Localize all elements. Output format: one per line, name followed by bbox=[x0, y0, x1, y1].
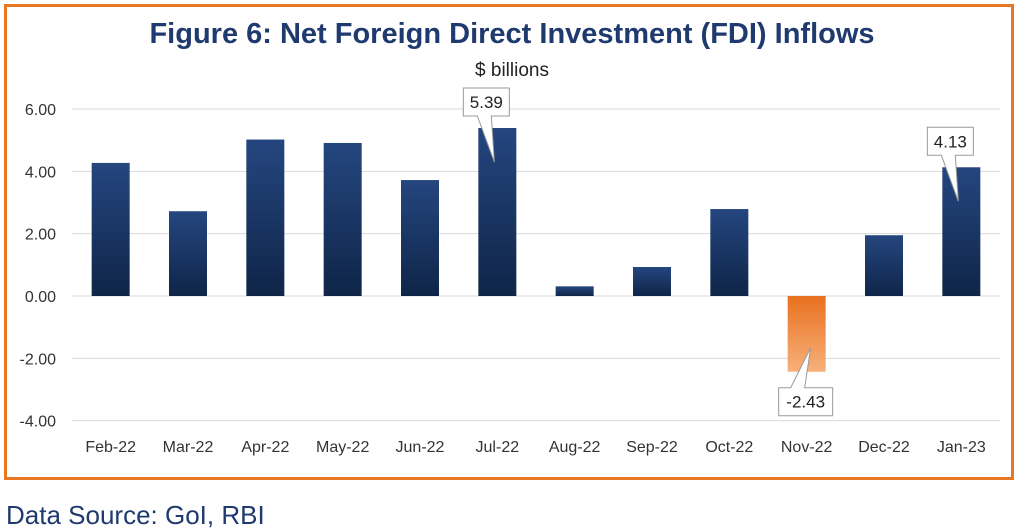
x-tick-label: Jun-22 bbox=[396, 439, 445, 456]
bar-oct-22 bbox=[710, 209, 749, 296]
data-label-text: -2.43 bbox=[786, 393, 825, 412]
bar-aug-22 bbox=[555, 286, 594, 296]
y-tick-label: 4.00 bbox=[25, 164, 56, 181]
bar-mar-22 bbox=[169, 211, 207, 296]
data-labels: 5.39 -2.43 4.13 bbox=[462, 87, 974, 417]
y-tick-label: 2.00 bbox=[25, 227, 56, 244]
bar-jun-22 bbox=[401, 180, 439, 296]
data-label-text: 5.39 bbox=[470, 93, 503, 112]
gridlines bbox=[72, 108, 1000, 422]
bars bbox=[91, 128, 981, 372]
x-tick-label: Nov-22 bbox=[781, 439, 833, 456]
bar-sep-22 bbox=[633, 267, 671, 296]
bar-may-22 bbox=[323, 142, 362, 296]
bar-jan-23 bbox=[942, 167, 981, 296]
x-tick-label: Dec-22 bbox=[858, 439, 910, 456]
y-tick-label: 6.00 bbox=[25, 102, 56, 119]
x-tick-label: Sep-22 bbox=[626, 439, 678, 456]
y-tick-label: -4.00 bbox=[20, 414, 57, 431]
x-tick-label: Jan-23 bbox=[937, 439, 986, 456]
data-source-note: Data Source: GoI, RBI bbox=[6, 500, 265, 530]
chart-subtitle: $ billions bbox=[475, 60, 549, 81]
bar-apr-22 bbox=[246, 139, 285, 296]
x-tick-label: Aug-22 bbox=[549, 439, 601, 456]
y-tick-label: 0.00 bbox=[25, 289, 56, 306]
x-tick-label: Oct-22 bbox=[705, 439, 753, 456]
y-tick-label: -2.00 bbox=[20, 351, 57, 368]
x-tick-label: Mar-22 bbox=[163, 439, 214, 456]
data-label-jan-23: 4.13 bbox=[926, 126, 974, 202]
bar-chart: 6.00 4.00 2.00 0.00 -2.00 -4.00 Feb-22 Mar-22 A… bbox=[20, 87, 1000, 456]
bar-jul-22 bbox=[478, 128, 517, 296]
x-tick-label: Apr-22 bbox=[241, 439, 289, 456]
chart-title: Figure 6: Net Foreign Direct Investment … bbox=[149, 18, 875, 50]
x-tick-label: Feb-22 bbox=[85, 439, 136, 456]
y-axis-ticks: 6.00 4.00 2.00 0.00 -2.00 -4.00 bbox=[20, 102, 57, 431]
bar-feb-22 bbox=[91, 162, 130, 296]
x-axis-ticks: Feb-22 Mar-22 Apr-22 May-22 Jun-22 Jul-22 Aug-… bbox=[85, 439, 986, 456]
bar-dec-22 bbox=[865, 235, 903, 296]
data-label-nov-22: -2.43 bbox=[778, 347, 834, 417]
data-label-text: 4.13 bbox=[934, 132, 967, 151]
x-tick-label: May-22 bbox=[316, 439, 369, 456]
x-tick-label: Jul-22 bbox=[476, 439, 520, 456]
data-label-jul-22: 5.39 bbox=[462, 87, 510, 163]
